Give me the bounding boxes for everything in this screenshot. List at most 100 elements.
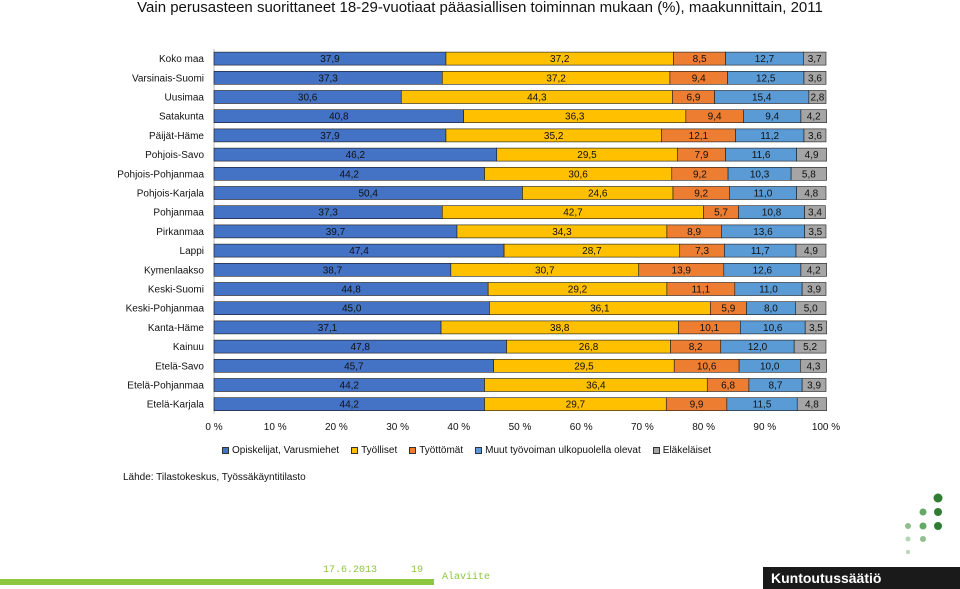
data-label: 5,2 bbox=[803, 342, 817, 353]
data-label: 37,2 bbox=[546, 73, 566, 84]
legend-item: Työlliset bbox=[351, 445, 397, 456]
data-label: 12,5 bbox=[756, 73, 776, 84]
category-label: Pohjois-Pohjanmaa bbox=[117, 169, 204, 180]
bar-segment bbox=[808, 90, 827, 104]
category-label: Etelä-Savo bbox=[155, 361, 204, 372]
footer-page-number: 19 bbox=[411, 565, 424, 576]
data-label: 7,9 bbox=[695, 150, 709, 161]
logo-dot bbox=[906, 550, 910, 554]
bar-segment bbox=[796, 397, 827, 412]
source-note: Lähde: Tilastokeskus, Työssäkäyntitilast… bbox=[123, 472, 306, 483]
footer-accent-bar bbox=[0, 579, 434, 585]
category-label: Varsinais-Suomi bbox=[132, 73, 204, 84]
logo-dot bbox=[934, 508, 942, 516]
chart-title: Vain perusasteen suorittaneet 18-29-vuot… bbox=[137, 0, 823, 16]
category-label: Pohjois-Karjala bbox=[137, 189, 205, 200]
data-label: 29,5 bbox=[577, 150, 597, 161]
category-label: Lappi bbox=[180, 246, 204, 257]
data-label: 11,2 bbox=[760, 131, 779, 142]
data-label: 35,2 bbox=[544, 131, 564, 142]
data-label: 36,4 bbox=[586, 381, 606, 392]
data-label: 37,2 bbox=[550, 54, 570, 65]
bar-segment bbox=[795, 301, 827, 316]
data-label: 50,4 bbox=[358, 189, 378, 200]
data-label: 11,0 bbox=[754, 189, 773, 200]
data-label: 44,2 bbox=[340, 381, 360, 392]
data-label: 3,5 bbox=[808, 227, 822, 238]
category-label: Päijät-Häme bbox=[149, 131, 204, 142]
data-label: 36,3 bbox=[565, 112, 585, 123]
legend-item: Eläkeläiset bbox=[652, 445, 711, 456]
data-label: 8,9 bbox=[687, 227, 701, 238]
data-label: 28,7 bbox=[582, 246, 602, 257]
category-label: Pirkanmaa bbox=[156, 227, 204, 238]
legend-swatch bbox=[652, 446, 660, 454]
data-label: 5,9 bbox=[721, 304, 735, 315]
x-tick-label: 40 % bbox=[447, 422, 470, 433]
bar-segment bbox=[800, 262, 827, 277]
data-label: 4,9 bbox=[805, 150, 819, 161]
data-label: 26,8 bbox=[579, 342, 599, 353]
legend-label: Opiskelijat, Varusmiehet bbox=[232, 444, 340, 456]
data-label: 6,8 bbox=[721, 381, 735, 392]
data-label: 8,2 bbox=[689, 342, 703, 353]
data-label: 7,3 bbox=[695, 246, 709, 257]
data-label: 9,4 bbox=[708, 112, 722, 123]
data-label: 8,7 bbox=[769, 381, 783, 392]
data-label: 9,4 bbox=[765, 112, 779, 123]
category-label: Pohjanmaa bbox=[153, 208, 204, 219]
bar-segment bbox=[799, 358, 827, 373]
logo-dot bbox=[933, 493, 943, 503]
data-label: 44,8 bbox=[341, 285, 361, 296]
logo-dot bbox=[905, 523, 911, 529]
category-label: Uusimaa bbox=[165, 93, 205, 104]
data-label: 9,9 bbox=[690, 400, 704, 411]
data-label: 44,3 bbox=[527, 93, 547, 104]
data-label: 3,6 bbox=[808, 73, 822, 84]
data-label: 30,6 bbox=[298, 93, 318, 104]
bar-segment bbox=[795, 243, 827, 258]
data-label: 8,5 bbox=[693, 54, 707, 65]
bar-segment bbox=[804, 320, 827, 335]
logo-dots-icon bbox=[905, 493, 943, 554]
data-label: 12,6 bbox=[753, 265, 773, 276]
category-label: Kainuu bbox=[173, 342, 204, 353]
bar-segment bbox=[803, 51, 827, 66]
category-label: Etelä-Pohjanmaa bbox=[127, 381, 204, 392]
data-label: 37,9 bbox=[320, 131, 340, 142]
data-label: 42,7 bbox=[563, 208, 583, 219]
chart-legend: Opiskelijat, Varusmiehet Työlliset Työttöm… bbox=[222, 443, 711, 457]
data-label: 5,8 bbox=[802, 169, 816, 180]
x-tick-label: 20 % bbox=[325, 422, 348, 433]
bar-segment bbox=[801, 378, 827, 392]
legend-swatch bbox=[409, 446, 417, 454]
data-label: 46,2 bbox=[346, 150, 366, 161]
brand-name: Kuntoutussäätiö bbox=[771, 570, 882, 586]
data-label: 12,0 bbox=[748, 342, 768, 353]
data-label: 4,2 bbox=[807, 112, 821, 123]
data-label: 47,4 bbox=[349, 246, 369, 257]
legend-label: Muut työvoiman ulkopuolella olevat bbox=[485, 444, 641, 456]
x-tick-label: 50 % bbox=[509, 422, 532, 433]
category-label: Koko maa bbox=[159, 54, 204, 65]
legend-item: Muut työvoiman ulkopuolella olevat bbox=[475, 445, 641, 456]
x-tick-label: 100 % bbox=[812, 422, 840, 433]
data-label: 3,9 bbox=[807, 285, 821, 296]
category-label: Keski-Suomi bbox=[148, 285, 204, 296]
bar-segment bbox=[801, 282, 827, 296]
bar-segment bbox=[796, 186, 827, 200]
data-label: 45,7 bbox=[344, 361, 364, 372]
data-label: 8,0 bbox=[764, 304, 778, 315]
data-label: 13,9 bbox=[672, 265, 692, 276]
data-label: 37,1 bbox=[318, 323, 338, 334]
data-label: 37,3 bbox=[318, 73, 338, 84]
category-label: Kymenlaakso bbox=[144, 265, 204, 276]
stacked-bar-chart: Koko maa 37,9 37,2 8,5 12,7 3,7 Varsinais-Suom… bbox=[117, 49, 840, 433]
data-label: 11,5 bbox=[753, 400, 772, 411]
data-label: 24,6 bbox=[588, 189, 608, 200]
category-label: Etelä-Karjala bbox=[147, 400, 205, 411]
data-label: 9,2 bbox=[693, 169, 707, 180]
logo-dot bbox=[919, 508, 927, 516]
data-label: 6,9 bbox=[687, 93, 701, 104]
data-label: 4,9 bbox=[804, 246, 818, 257]
